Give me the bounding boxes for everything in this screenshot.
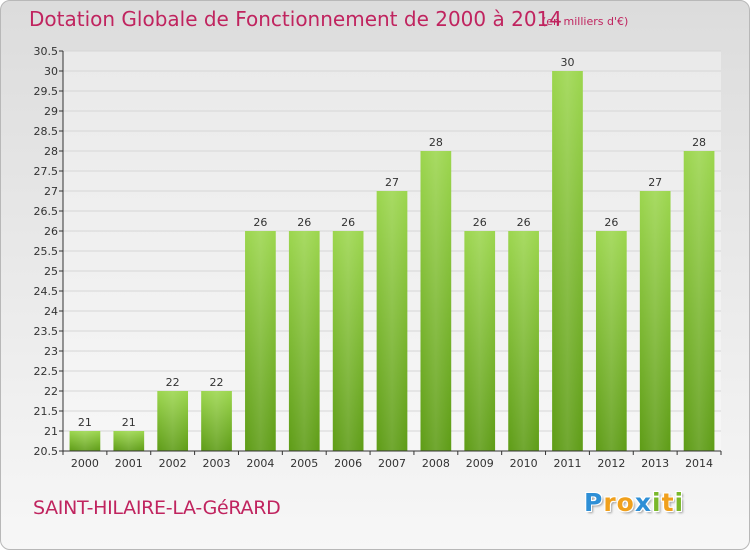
x-tick-label: 2004 [246,457,274,470]
bar-value-label: 26 [473,216,487,229]
y-tick-label: 27.5 [34,165,59,178]
y-tick-label: 25.5 [34,245,59,258]
bar-value-label: 26 [604,216,618,229]
y-tick-label: 30 [44,65,58,78]
bar-highlight [595,231,627,451]
y-tick-label: 28.5 [34,125,59,138]
bar-value-label: 26 [253,216,267,229]
y-tick-label: 29.5 [34,85,59,98]
y-tick-label: 26.5 [34,205,59,218]
x-tick-label: 2003 [203,457,231,470]
y-tick-label: 27 [44,185,58,198]
bar-highlight [332,231,364,451]
chart-title: Dotation Globale de Fonctionnement de 20… [29,7,562,31]
logo-letter: o [616,488,635,517]
x-tick-label: 2009 [466,457,494,470]
y-tick-label: 26 [44,225,58,238]
commune-name: SAINT-HILAIRE-LA-GéRARD [33,497,281,519]
logo-letter: t [661,488,675,517]
bar-highlight [113,431,145,451]
y-tick-label: 23.5 [34,325,59,338]
y-tick-label: 21 [44,425,58,438]
bar-highlight [157,391,189,451]
bar-value-label: 28 [692,136,706,149]
y-tick-label: 21.5 [34,405,59,418]
y-tick-label: 22.5 [34,365,59,378]
bar-highlight [464,231,496,451]
logo-letter: r [603,488,617,517]
bar-value-label: 30 [560,56,574,69]
x-tick-label: 2005 [290,457,318,470]
x-tick-label: 2014 [685,457,713,470]
bar-highlight [288,231,320,451]
bar-value-label: 22 [210,376,224,389]
bar-highlight [245,231,276,451]
bar-value-label: 28 [429,136,443,149]
bar-highlight [69,431,101,451]
bar-highlight [420,151,452,451]
x-tick-label: 2010 [510,457,538,470]
logo-letter: i [652,488,662,517]
x-tick-label: 2012 [597,457,625,470]
bar-highlight [508,231,539,451]
y-tick-label: 24.5 [34,285,59,298]
x-tick-label: 2002 [159,457,187,470]
x-tick-label: 2006 [334,457,362,470]
bar-highlight [639,191,671,451]
x-tick-label: 2001 [115,457,143,470]
bar-highlight [683,151,715,451]
logo-letter: x [634,488,652,517]
proxiti-logo: Proxiti [584,488,684,517]
x-tick-label: 2008 [422,457,450,470]
y-tick-label: 29 [44,105,58,118]
bar-highlight [201,391,232,451]
x-tick-label: 2011 [553,457,581,470]
bar-value-label: 26 [297,216,311,229]
y-tick-label: 23 [44,345,58,358]
x-tick-label: 2000 [71,457,99,470]
bar-value-label: 26 [517,216,531,229]
bar-value-label: 22 [166,376,180,389]
chart-subtitle: (en milliers d'€) [542,15,629,28]
y-tick-label: 20.5 [34,445,59,458]
y-tick-label: 30.5 [34,45,59,58]
bar-value-label: 21 [122,416,136,429]
logo-letter: i [674,488,685,517]
x-tick-label: 2013 [641,457,669,470]
bar-value-label: 26 [341,216,355,229]
y-tick-label: 24 [44,305,58,318]
y-tick-label: 22 [44,385,58,398]
bar-value-label: 21 [78,416,92,429]
logo-letter: P [584,488,604,517]
bar-highlight [376,191,408,451]
y-tick-label: 28 [44,145,58,158]
bar-highlight [552,71,583,451]
x-tick-label: 2007 [378,457,406,470]
y-tick-label: 25 [44,265,58,278]
bar-value-label: 27 [385,176,399,189]
bar-value-label: 27 [648,176,662,189]
